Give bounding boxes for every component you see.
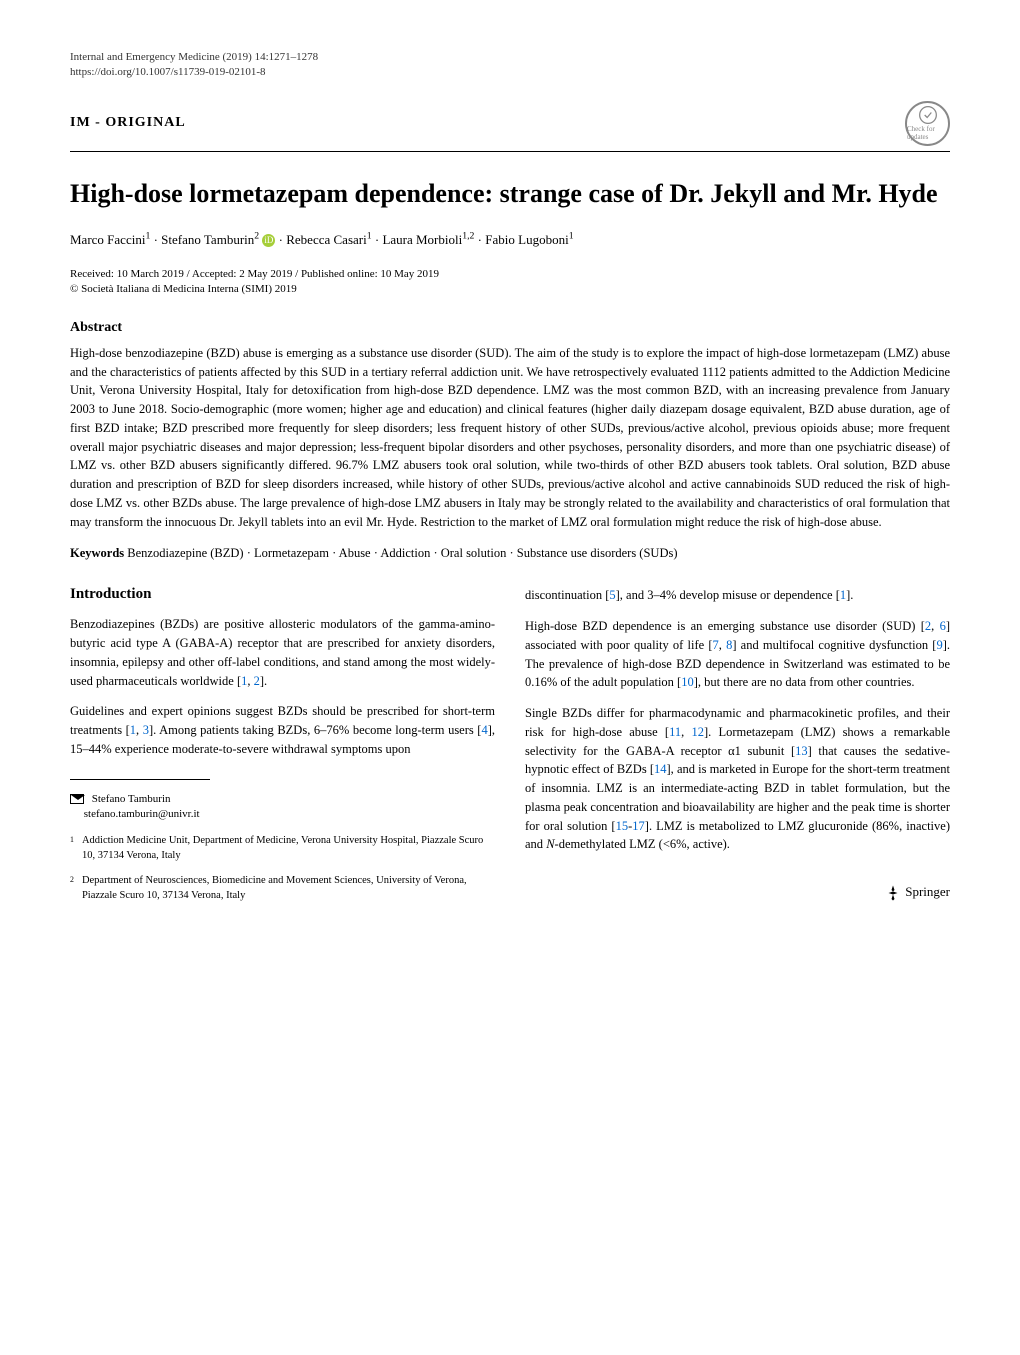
copyright: © Società Italiana di Medicina Interna (… [70,283,950,295]
affiliations: 1 Addiction Medicine Unit, Department of… [70,834,495,903]
affil-text: Addiction Medicine Unit, Department of M… [82,834,495,863]
keywords-label: Keywords [70,546,124,560]
article-category: IM - ORIGINAL [70,115,186,131]
body-paragraph: Guidelines and expert opinions suggest B… [70,702,495,758]
doi-line: https://doi.org/10.1007/s11739-019-02101… [70,65,950,80]
keywords: Keywords Benzodiazepine (BZD) · Lormetaz… [70,546,950,561]
publisher-logo: Springer [525,884,950,902]
ref-link[interactable]: 13 [795,744,808,758]
ref-link[interactable]: 5 [609,588,615,602]
ref-link[interactable]: 1 [241,674,247,688]
corresponding-author: Stefano Tamburin stefano.tamburin@univr.… [70,792,495,823]
ref-link[interactable]: 14 [654,762,667,776]
journal-line: Internal and Emergency Medicine (2019) 1… [70,50,950,65]
affiliation-item: 1 Addiction Medicine Unit, Department of… [70,834,495,863]
springer-icon [884,884,902,902]
article-dates: Received: 10 March 2019 / Accepted: 2 Ma… [70,268,950,280]
check-updates-badge[interactable]: Check for updates [905,101,950,146]
ref-link[interactable]: 8 [726,638,732,652]
ref-link[interactable]: 15 [616,819,629,833]
corr-name: Stefano Tamburin [92,793,171,805]
ref-link[interactable]: 11 [669,725,681,739]
badge-text: Check for updates [907,125,948,141]
ref-link[interactable]: 2 [254,674,260,688]
affiliation-item: 2 Department of Neurosciences, Biomedici… [70,874,495,903]
ref-link[interactable]: 1 [840,588,846,602]
body-paragraph: Single BZDs differ for pharmacodynamic a… [525,704,950,854]
body-paragraph: Benzodiazepines (BZDs) are positive allo… [70,615,495,690]
ref-link[interactable]: 1 [130,723,136,737]
ref-link[interactable]: 12 [691,725,704,739]
category-row: IM - ORIGINAL Check for updates [70,101,950,152]
updates-icon [918,105,938,125]
two-column-body: Introduction Benzodiazepines (BZDs) are … [70,586,950,913]
corr-email: stefano.tamburin@univr.it [84,808,200,820]
ref-link[interactable]: 2 [925,619,931,633]
author: Fabio Lugoboni1 [485,232,573,247]
right-column: discontinuation [5], and 3–4% develop mi… [525,586,950,913]
journal-header: Internal and Emergency Medicine (2019) 1… [70,50,950,81]
ref-link[interactable]: 6 [940,619,946,633]
introduction-heading: Introduction [70,586,495,603]
ref-link[interactable]: 10 [681,675,694,689]
author: Laura Morbioli1,2 [382,232,474,247]
ref-link[interactable]: 7 [713,638,719,652]
envelope-icon [70,794,84,804]
ref-link[interactable]: 3 [143,723,149,737]
author: Marco Faccini1 [70,232,150,247]
orcid-icon[interactable]: iD [262,234,275,247]
footer-divider [70,779,210,780]
affil-number: 2 [70,874,74,903]
authors-line: Marco Faccini1 · Stefano Tamburin2 iD · … [70,231,950,248]
ref-link[interactable]: 9 [936,638,942,652]
affil-text: Department of Neurosciences, Biomedicine… [82,874,495,903]
body-paragraph: discontinuation [5], and 3–4% develop mi… [525,586,950,605]
abstract-heading: Abstract [70,320,950,336]
author: Rebecca Casari1 [286,232,371,247]
ref-link[interactable]: 17 [632,819,645,833]
author: Stefano Tamburin2 iD [161,232,275,247]
body-paragraph: High-dose BZD dependence is an emerging … [525,617,950,692]
abstract-text: High-dose benzodiazepine (BZD) abuse is … [70,344,950,532]
article-title: High-dose lormetazepam dependence: stran… [70,177,950,211]
publisher-name: Springer [905,884,950,899]
affil-number: 1 [70,834,74,863]
ref-link[interactable]: 4 [481,723,487,737]
left-column: Introduction Benzodiazepines (BZDs) are … [70,586,495,913]
